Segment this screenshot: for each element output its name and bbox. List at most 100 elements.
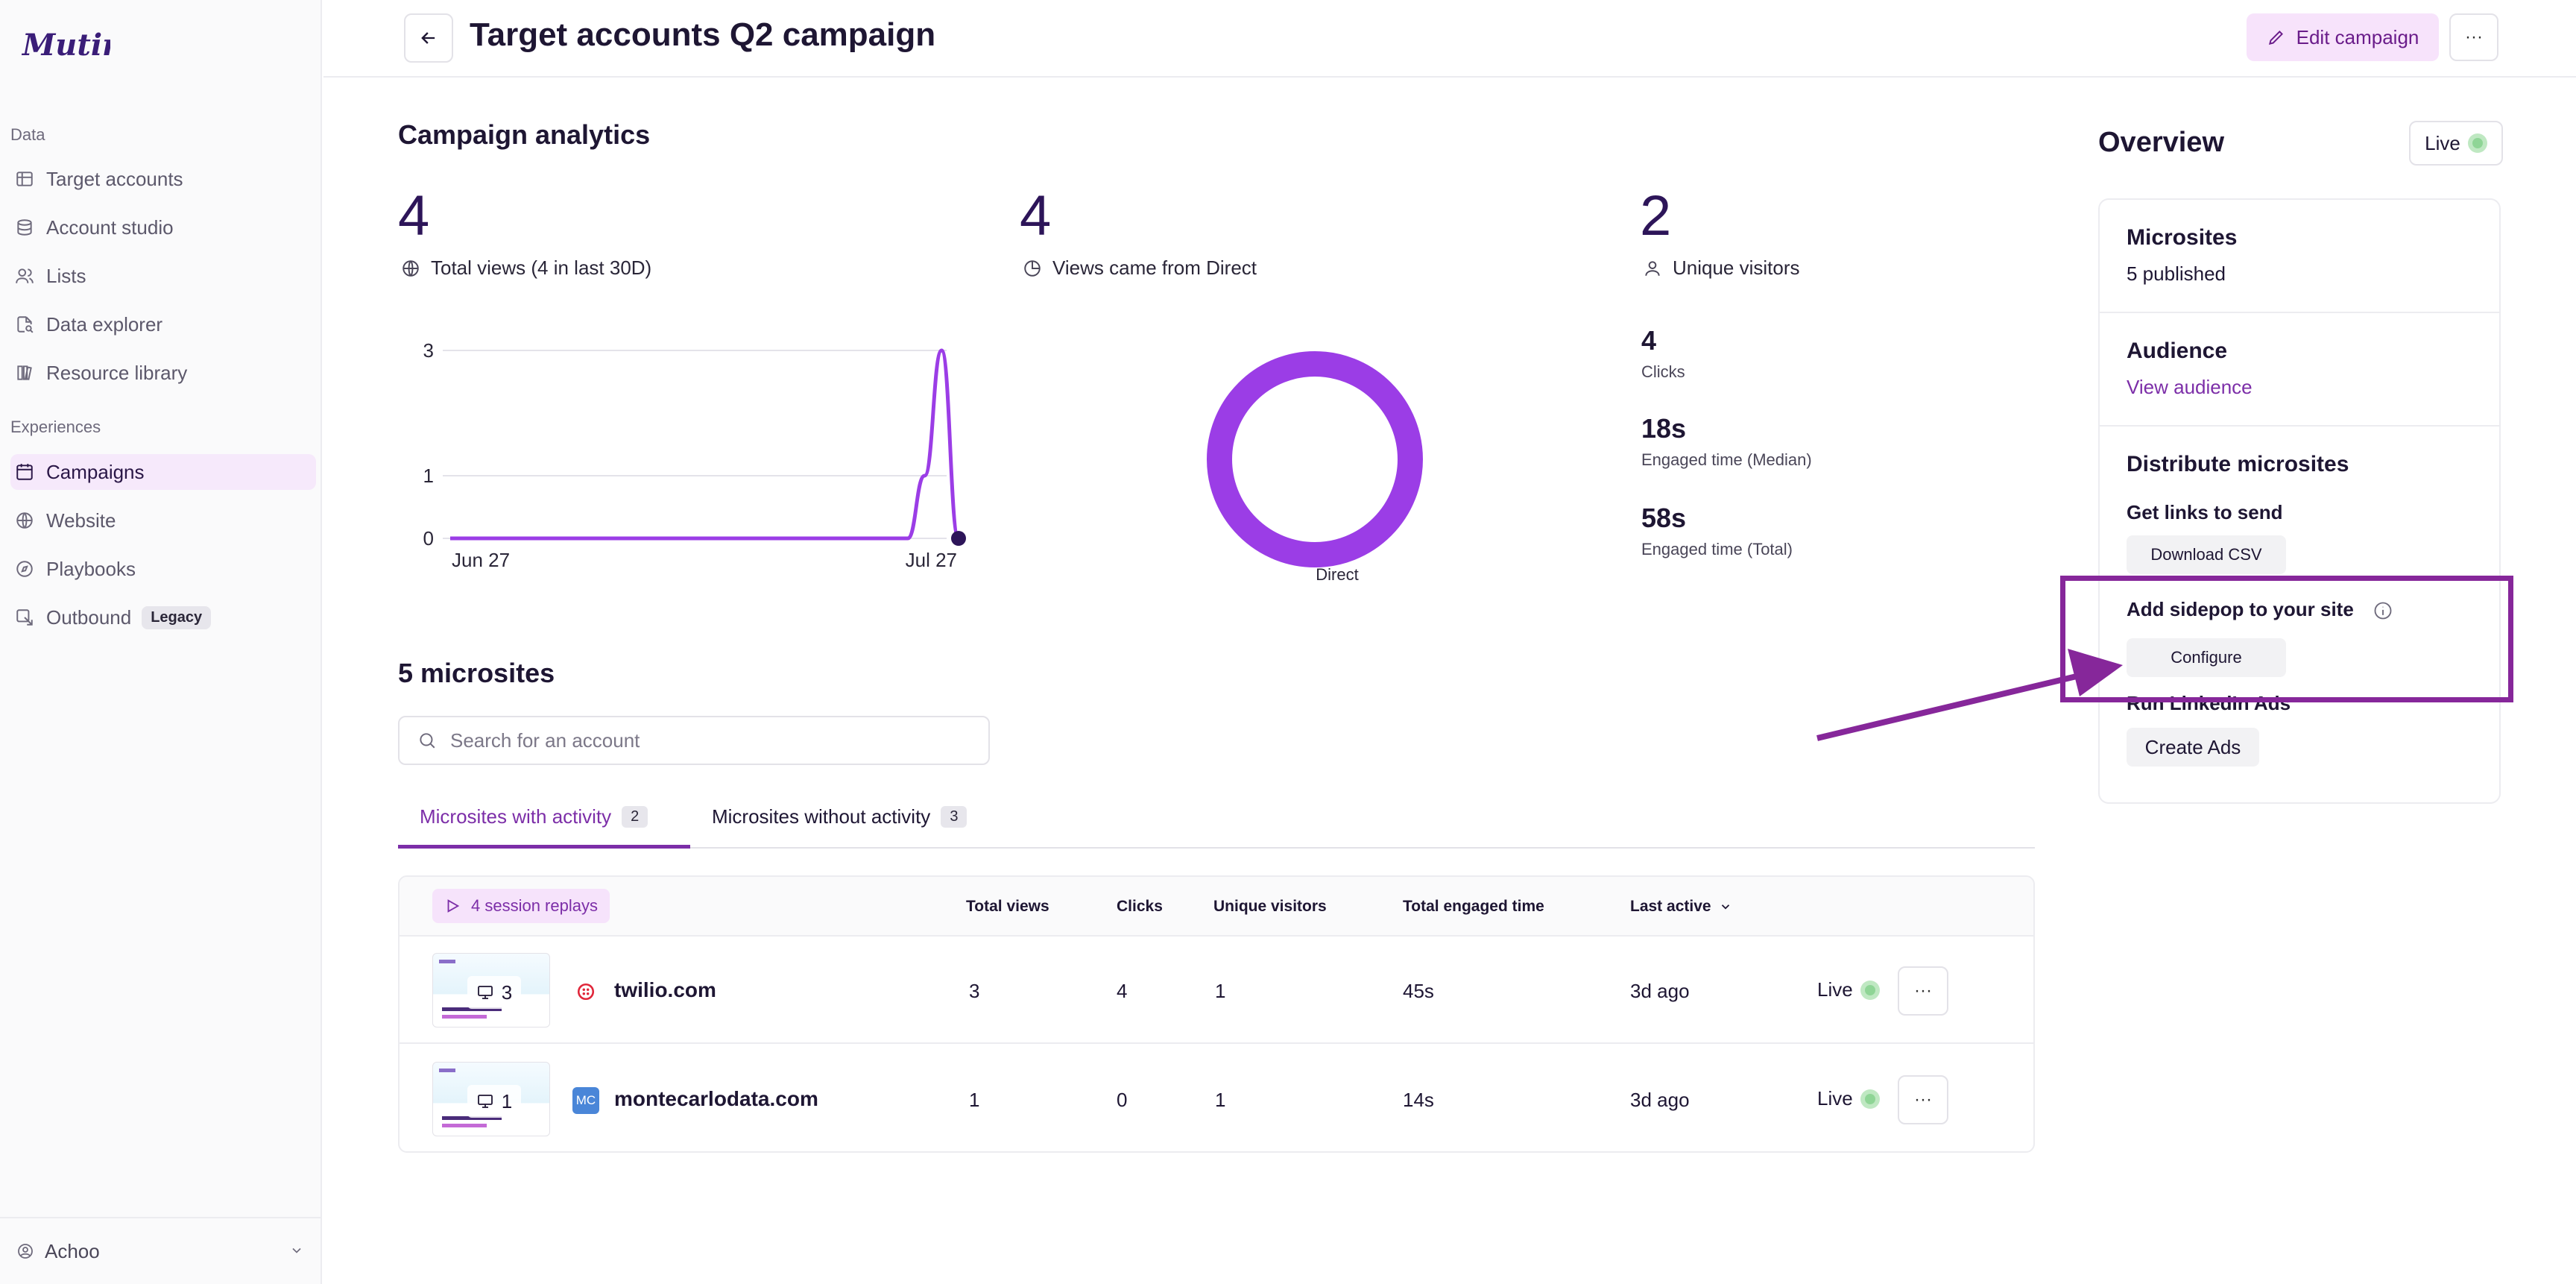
column-total-views[interactable]: Total views — [966, 898, 1049, 915]
mutiny-logo[interactable]: Mutiny — [21, 22, 110, 67]
chevron-down-icon — [289, 1240, 304, 1263]
sidebar-item-lists[interactable]: Lists — [10, 258, 316, 294]
microsites-published: 5 published — [2127, 262, 2226, 285]
annotation-highlight-box — [2060, 576, 2513, 702]
sidebar-item-data-explorer[interactable]: Data explorer — [10, 306, 316, 342]
header-more-button[interactable]: ··· — [2449, 13, 2498, 61]
engaged-total-label: Engaged time (Total) — [1641, 540, 1793, 558]
tab-microsites-with-activity[interactable]: Microsites with activity 2 — [420, 805, 648, 828]
info-icon[interactable] — [2373, 600, 2393, 621]
edit-campaign-label: Edit campaign — [2296, 25, 2419, 48]
live-status-dot — [1860, 980, 1880, 1000]
account-domain[interactable]: montecarlodata.com — [614, 1087, 818, 1110]
account-search[interactable] — [398, 716, 990, 765]
view-audience-link[interactable]: View audience — [2127, 376, 2253, 398]
campaign-status-toggle[interactable]: Live — [2409, 121, 2503, 166]
sidebar-item-label: Data explorer — [46, 312, 163, 336]
section-label-data: Data — [10, 125, 45, 144]
status-label: Live — [1817, 978, 1853, 1001]
engaged-total-value: 58s — [1641, 503, 1687, 533]
legacy-badge: Legacy — [142, 605, 212, 629]
user-menu[interactable]: Achoo — [0, 1217, 321, 1284]
status-label: Live — [1817, 1087, 1853, 1110]
microsite-thumbnail[interactable]: 1 — [432, 1062, 550, 1136]
monitor-icon — [477, 1095, 493, 1108]
donut-slice-direct — [1207, 351, 1423, 567]
session-replays-label: 4 session replays — [471, 896, 598, 915]
row-status: Live — [1817, 1087, 1880, 1110]
clicks-label: Clicks — [1641, 362, 1685, 381]
svg-text:Mutiny: Mutiny — [21, 28, 110, 63]
sidebar-item-website[interactable]: Website — [10, 503, 316, 538]
row-more-button[interactable]: ··· — [1898, 1075, 1948, 1124]
sidebar-item-outbound[interactable]: Outbound Legacy — [10, 599, 316, 635]
overview-title: Overview — [2098, 127, 2224, 158]
sidebar-item-label: Campaigns — [46, 460, 145, 483]
search-input[interactable] — [450, 728, 972, 752]
campaign-analytics-title: Campaign analytics — [398, 119, 651, 150]
sidebar-item-label: Account studio — [46, 215, 174, 239]
user-circle-icon — [18, 1244, 33, 1259]
cell-clicks: 0 — [1117, 1089, 1128, 1111]
sidebar-item-label: Resource library — [46, 361, 188, 384]
sidepop-title: Add sidepop to your site — [2127, 598, 2354, 620]
y-tick-label: 0 — [423, 527, 434, 550]
arrow-left-icon — [421, 32, 435, 44]
account-domain[interactable]: twilio.com — [614, 978, 716, 1001]
sidebar-item-label: Lists — [46, 264, 86, 287]
column-clicks[interactable]: Clicks — [1117, 898, 1163, 915]
microsite-thumbnail[interactable]: 3 — [432, 953, 550, 1027]
monitor-icon — [477, 986, 493, 999]
edit-campaign-button[interactable]: Edit campaign — [2247, 13, 2439, 61]
status-label: Live — [2425, 131, 2460, 154]
target-accounts-icon — [15, 169, 34, 189]
cell-last-active: 3d ago — [1630, 1089, 1690, 1111]
column-last-active[interactable]: Last active — [1630, 898, 1732, 916]
direct-views-value: 4 — [1020, 184, 1052, 248]
microsites-table: 4 session replays Total views Clicks Uni… — [398, 875, 2035, 1153]
engaged-median-label: Engaged time (Median) — [1641, 450, 1812, 469]
table-row[interactable]: 1 MC montecarlodata.com 1 0 1 14s 3d ago… — [400, 1045, 2033, 1151]
last-data-point — [951, 531, 966, 546]
database-icon — [15, 218, 34, 237]
sidebar-item-campaigns[interactable]: Campaigns — [10, 454, 316, 490]
views-source-donut-chart: Direct — [1207, 351, 1423, 584]
sidepop-heading: Add sidepop to your site — [2127, 598, 2393, 621]
users-icon — [15, 266, 34, 286]
tab-microsites-without-activity[interactable]: Microsites without activity 3 — [712, 805, 967, 828]
back-button[interactable] — [404, 13, 453, 63]
cell-engaged-time: 45s — [1403, 980, 1434, 1002]
download-csv-button[interactable]: Download CSV — [2127, 535, 2286, 574]
library-icon — [15, 363, 34, 383]
table-row[interactable]: 3 twilio.com 3 4 1 45s 3d ago Live ··· — [400, 937, 2033, 1044]
sidebar-item-account-studio[interactable]: Account studio — [10, 210, 316, 245]
globe-icon — [15, 511, 34, 530]
direct-views-label: Views came from Direct — [1023, 257, 1257, 280]
unique-visitors-text: Unique visitors — [1673, 257, 1800, 279]
column-total-engaged-time[interactable]: Total engaged time — [1403, 898, 1544, 915]
microsites-title: 5 microsites — [398, 658, 555, 688]
globe-icon — [402, 259, 419, 277]
page-title: Target accounts Q2 campaign — [470, 16, 936, 53]
sidebar-item-resource-library[interactable]: Resource library — [10, 355, 316, 391]
overview-card: Microsites 5 published Audience View aud… — [2098, 198, 2501, 804]
clicks-value: 4 — [1641, 325, 1657, 356]
sidebar-item-label: Website — [46, 509, 116, 532]
tab-label: Microsites without activity — [712, 805, 931, 828]
views-series-line — [449, 348, 961, 541]
sidebar-item-playbooks[interactable]: Playbooks — [10, 551, 316, 587]
create-ads-button[interactable]: Create Ads — [2127, 728, 2259, 767]
configure-button[interactable]: Configure — [2127, 638, 2286, 677]
engaged-median-value: 18s — [1641, 413, 1687, 444]
row-more-button[interactable]: ··· — [1898, 966, 1948, 1016]
user-name: Achoo — [45, 1239, 100, 1262]
distribute-heading: Distribute microsites — [2127, 452, 2349, 476]
total-views-label: Total views (4 in last 30D) — [401, 257, 651, 280]
screen-count: 1 — [501, 1089, 513, 1113]
column-unique-visitors[interactable]: Unique visitors — [1213, 898, 1327, 915]
session-replays-button[interactable]: 4 session replays — [432, 889, 610, 923]
sidebar-item-target-accounts[interactable]: Target accounts — [10, 161, 316, 197]
cell-last-active: 3d ago — [1630, 980, 1690, 1002]
microsites-heading: Microsites — [2127, 225, 2238, 250]
user-icon — [1645, 260, 1660, 276]
